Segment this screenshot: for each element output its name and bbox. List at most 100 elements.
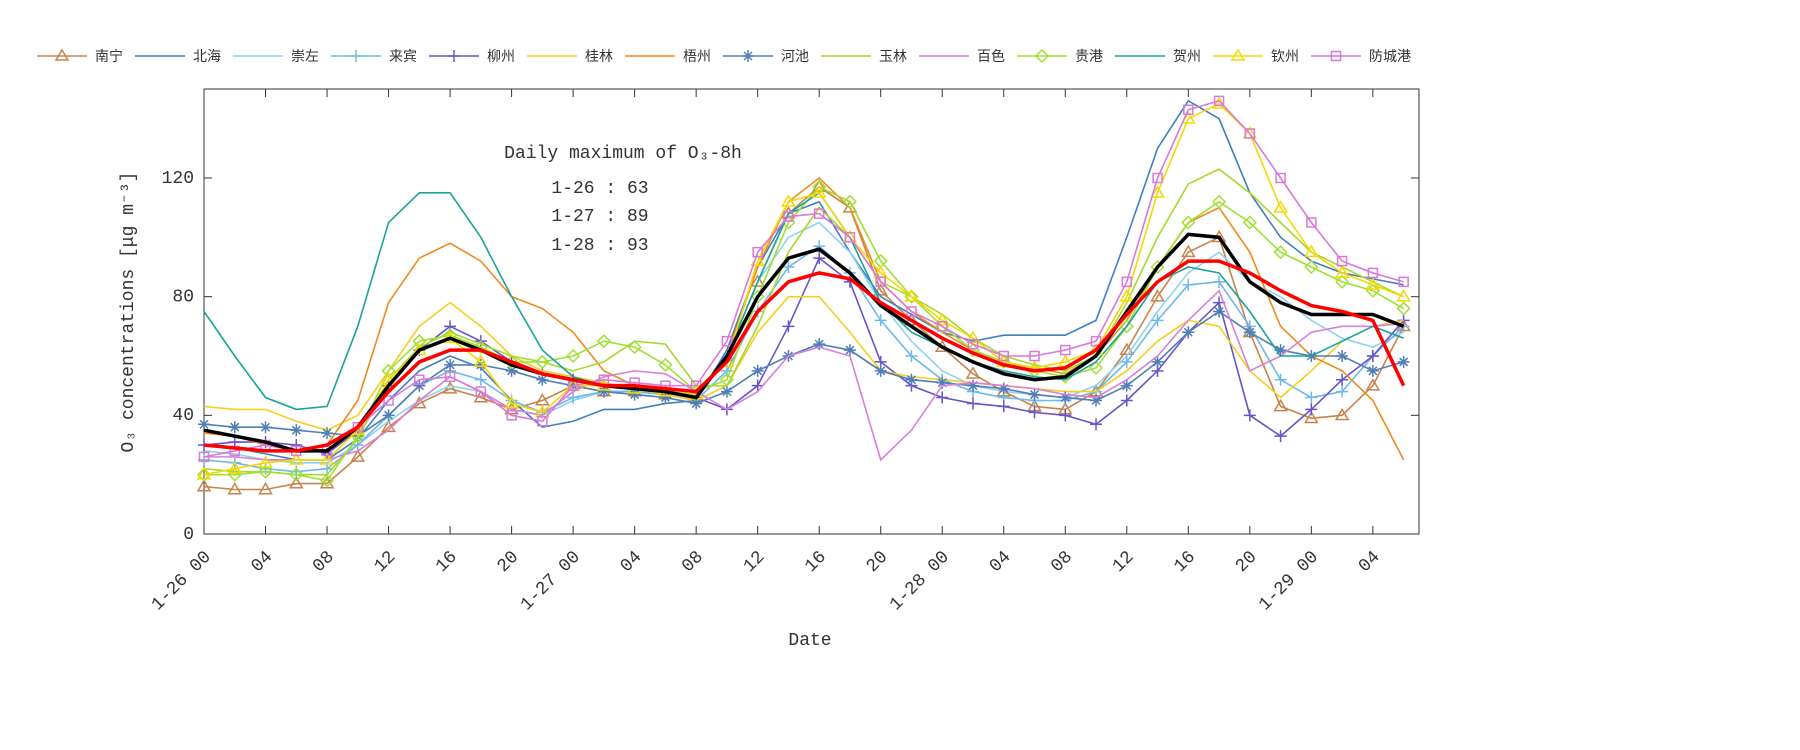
marker — [1335, 274, 1350, 289]
marker — [1088, 360, 1104, 375]
marker — [413, 379, 426, 392]
marker — [1121, 276, 1133, 288]
legend-label: 崇左 — [291, 49, 319, 65]
line — [203, 310, 1404, 437]
marker — [1366, 364, 1379, 377]
marker — [1182, 278, 1195, 291]
marker — [965, 366, 981, 379]
line — [203, 259, 1406, 453]
marker — [381, 363, 396, 378]
marker — [998, 350, 1009, 362]
marker — [1090, 335, 1102, 347]
marker — [967, 338, 979, 350]
marker — [751, 364, 764, 377]
marker — [258, 482, 273, 495]
x-tick-label: 1-27 00 — [517, 547, 585, 615]
y-axis-label: O₃ concentrations [μg m⁻³] — [119, 172, 139, 453]
marker — [750, 274, 765, 287]
annotation: Daily maximum of O₃-8h — [504, 144, 742, 164]
marker — [505, 364, 518, 377]
legend-marker-shape — [1330, 50, 1342, 62]
marker — [721, 335, 733, 347]
marker — [1028, 406, 1041, 419]
x-tick-label: 12 — [740, 547, 769, 576]
y-tick-label: 120 — [162, 169, 194, 189]
x-tick-label: 20 — [1232, 547, 1261, 576]
line — [203, 99, 1404, 458]
marker — [288, 476, 304, 489]
marker — [1275, 172, 1286, 184]
legend-label: 来宾 — [389, 49, 417, 65]
marker — [1120, 379, 1133, 392]
marker — [1028, 388, 1041, 401]
marker — [965, 330, 981, 344]
marker — [473, 354, 489, 367]
marker — [1273, 200, 1288, 213]
legend-marker — [1330, 50, 1342, 62]
marker — [1305, 403, 1318, 416]
marker — [443, 328, 458, 343]
line — [203, 221, 1404, 464]
marker — [597, 385, 610, 398]
marker — [720, 385, 733, 398]
marker — [1306, 217, 1317, 228]
x-tick-label: 1-26 00 — [148, 547, 216, 615]
marker — [997, 382, 1010, 395]
marker — [321, 427, 334, 440]
marker — [535, 354, 550, 369]
legend-marker-shape — [448, 50, 460, 62]
legend-label: 河池 — [781, 49, 809, 65]
marker — [566, 348, 581, 364]
marker — [1213, 305, 1226, 318]
marker — [1274, 430, 1287, 443]
x-tick-label: 08 — [1047, 547, 1076, 576]
marker — [934, 312, 950, 326]
series — [204, 289, 1404, 462]
legend-marker — [1034, 48, 1050, 64]
legend-marker — [448, 50, 460, 62]
marker — [1397, 355, 1410, 368]
legend-label: 北海 — [193, 49, 221, 65]
series — [203, 295, 1404, 432]
x-tick-label: 08 — [678, 547, 707, 576]
marker — [813, 208, 825, 219]
y-tick-label: 0 — [183, 525, 194, 545]
x-axis-label: Date — [788, 631, 831, 651]
marker — [1181, 215, 1196, 230]
marker — [1396, 301, 1411, 316]
legend-marker-shape — [742, 50, 754, 62]
marker — [474, 373, 487, 386]
x-tick-label: 16 — [432, 547, 461, 576]
annotation: 1-27 : 89 — [551, 207, 648, 227]
legend-marker-shape — [1034, 48, 1050, 64]
marker — [811, 185, 827, 198]
marker — [196, 467, 212, 482]
x-tick-label: 16 — [801, 547, 830, 576]
x-tick-label: 12 — [371, 547, 400, 576]
marker — [658, 357, 673, 372]
marker — [535, 393, 550, 406]
x-tick-label: 08 — [309, 547, 338, 576]
marker — [1365, 277, 1381, 290]
marker — [290, 439, 303, 451]
marker — [506, 410, 517, 421]
marker — [1180, 244, 1196, 258]
marker — [1398, 276, 1409, 288]
marker — [596, 334, 611, 349]
marker — [1060, 344, 1071, 356]
marker — [1336, 385, 1349, 398]
series — [203, 168, 1404, 476]
legend-label: 贵港 — [1075, 49, 1103, 65]
x-tick-label: 04 — [248, 547, 277, 576]
marker — [1304, 244, 1319, 258]
marker — [1029, 350, 1040, 362]
marker — [350, 449, 366, 462]
marker — [1059, 391, 1072, 404]
marker — [196, 479, 212, 492]
series — [203, 259, 1406, 453]
marker — [905, 373, 918, 386]
marker — [811, 179, 827, 192]
marker — [966, 379, 979, 392]
marker — [1183, 104, 1194, 116]
line — [203, 102, 1404, 476]
